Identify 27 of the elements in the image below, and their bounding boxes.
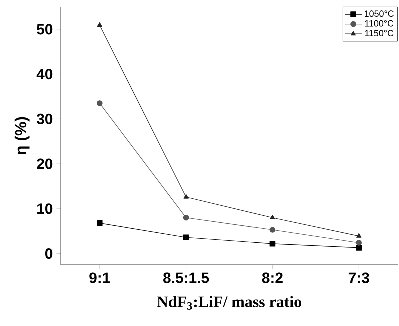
point: [97, 22, 102, 27]
point: [183, 234, 190, 241]
y-tick-label: 0: [46, 248, 53, 260]
x-tick-label: 8:2: [262, 272, 283, 284]
legend-label: 1100°C: [365, 20, 394, 27]
point: [270, 241, 276, 247]
x-tick-label: 9:1: [90, 272, 110, 284]
point: [356, 245, 362, 251]
legend-label: 1050°C: [364, 10, 394, 18]
y-axis-title: η (%): [14, 117, 30, 155]
x-tick-label: 7:3: [348, 272, 370, 284]
y-tick-label: 30: [36, 114, 53, 124]
point: [183, 214, 190, 221]
y-tick-label: 50: [37, 24, 53, 35]
y-tick-label: 20: [37, 158, 53, 170]
point: [184, 194, 189, 199]
x-tick-label: 8.5:1.5: [164, 272, 210, 284]
point: [96, 220, 103, 226]
legend-label: 1150°C: [365, 30, 394, 37]
point: [356, 233, 362, 238]
y-tick-label: 10: [38, 204, 53, 214]
x-axis-title: NdF$_{3}$:LiF/ mass ratio: [157, 296, 302, 310]
point: [96, 100, 103, 106]
point: [356, 240, 362, 246]
y-tick-label: 40: [36, 69, 53, 80]
point: [270, 227, 276, 233]
point: [270, 214, 276, 220]
